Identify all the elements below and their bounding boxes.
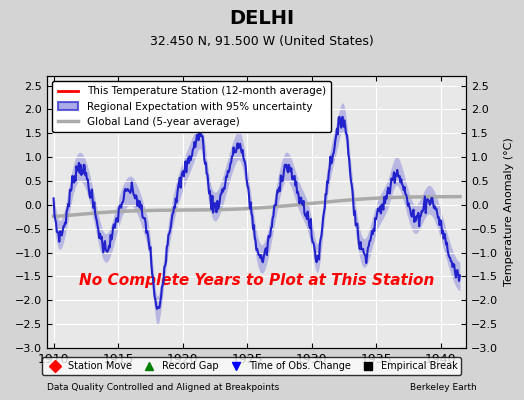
Legend: This Temperature Station (12-month average), Regional Expectation with 95% uncer: This Temperature Station (12-month avera… — [52, 81, 331, 132]
Text: 32.450 N, 91.500 W (United States): 32.450 N, 91.500 W (United States) — [150, 35, 374, 48]
Text: Data Quality Controlled and Aligned at Breakpoints: Data Quality Controlled and Aligned at B… — [47, 383, 279, 392]
Y-axis label: Temperature Anomaly (°C): Temperature Anomaly (°C) — [504, 138, 514, 286]
Legend: Station Move, Record Gap, Time of Obs. Change, Empirical Break: Station Move, Record Gap, Time of Obs. C… — [41, 357, 462, 375]
Text: Berkeley Earth: Berkeley Earth — [410, 383, 477, 392]
Text: No Complete Years to Plot at This Station: No Complete Years to Plot at This Statio… — [79, 272, 434, 288]
Text: DELHI: DELHI — [230, 9, 294, 28]
